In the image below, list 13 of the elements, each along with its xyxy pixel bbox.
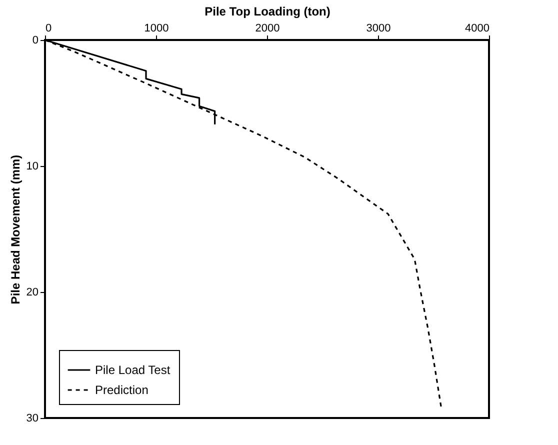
y-tick-label: 10	[26, 160, 38, 172]
x-tick-label: 0	[46, 22, 52, 34]
y-tick-label: 0	[32, 34, 38, 46]
y-tick-label: 30	[26, 412, 38, 424]
y-tick-label: 20	[26, 286, 38, 298]
legend-label: Prediction	[95, 383, 148, 397]
legend-label: Pile Load Test	[95, 363, 171, 377]
x-tick-label: 2000	[255, 22, 280, 34]
x-tick-label: 4000	[465, 22, 490, 34]
x-axis-title: Pile Top Loading (ton)	[204, 4, 330, 18]
x-tick-label: 1000	[144, 22, 169, 34]
y-axis-title: Pile Head Movement (mm)	[8, 154, 22, 304]
x-tick-label: 3000	[366, 22, 391, 34]
